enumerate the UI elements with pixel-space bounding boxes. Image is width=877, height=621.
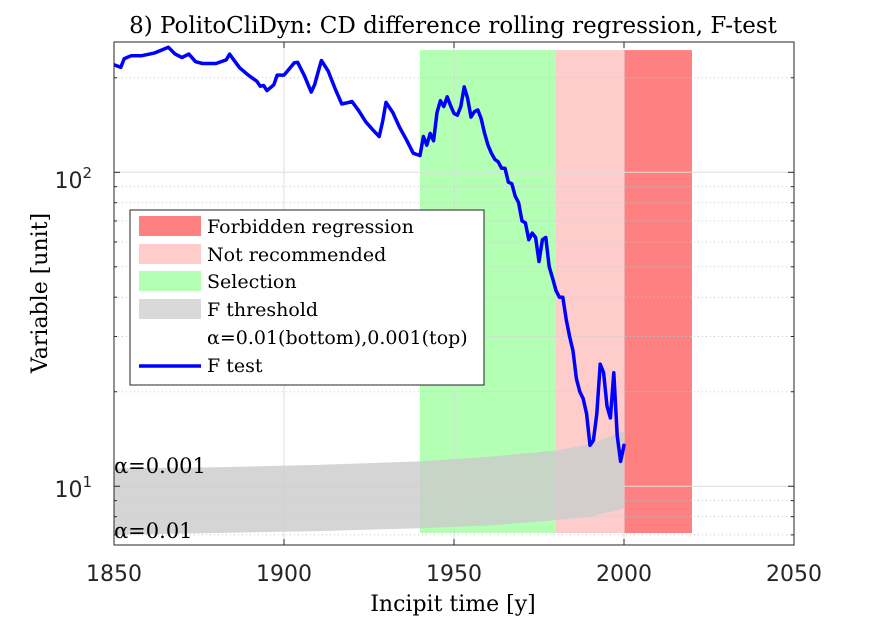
y-tick-label-10: 101 (54, 473, 92, 503)
y-axis-label: Variable [unit] (28, 213, 53, 374)
threshold-band (114, 431, 624, 535)
legend-label-alpha-note: α=0.01(bottom),0.001(top) (207, 327, 468, 349)
f-threshold-band (114, 431, 624, 535)
x-tick-label-1950: 1950 (426, 562, 482, 587)
legend-swatch-forbidden (139, 216, 201, 236)
x-ticks: 1850 1900 1950 2000 2050 (86, 42, 822, 587)
x-tick-label-2000: 2000 (596, 562, 652, 587)
legend-swatch-selection (139, 271, 201, 291)
legend: Forbidden regression Not recommended Sel… (129, 209, 485, 386)
legend-box (129, 209, 485, 386)
legend-label-selection: Selection (207, 271, 297, 293)
series-line-f-test (114, 45, 626, 464)
legend-swatch-not-recommended (139, 244, 201, 264)
legend-label-forbidden: Forbidden regression (207, 216, 414, 238)
alpha-top-annotation: α=0.001 (114, 454, 206, 478)
legend-label-not-recommended: Not recommended (207, 244, 386, 266)
series-group (114, 45, 626, 464)
legend-label-f-test: F test (207, 355, 263, 377)
region-forbidden-regression (624, 50, 692, 534)
legend-label-f-threshold: F threshold (207, 299, 318, 321)
y-ticks (114, 77, 794, 536)
x-tick-label-1900: 1900 (256, 562, 312, 587)
shaded-regions (420, 50, 692, 534)
x-tick-label-2050: 2050 (766, 562, 822, 587)
legend-swatch-f-threshold (139, 299, 201, 319)
chart-title: 8) PolitoCliDyn: CD difference rolling r… (129, 13, 778, 39)
alpha-bottom-annotation: α=0.01 (114, 519, 193, 543)
x-axis-label: Incipit time [y] (370, 592, 536, 617)
x-tick-label-1850: 1850 (86, 562, 142, 587)
y-tick-label-100: 102 (54, 164, 92, 194)
